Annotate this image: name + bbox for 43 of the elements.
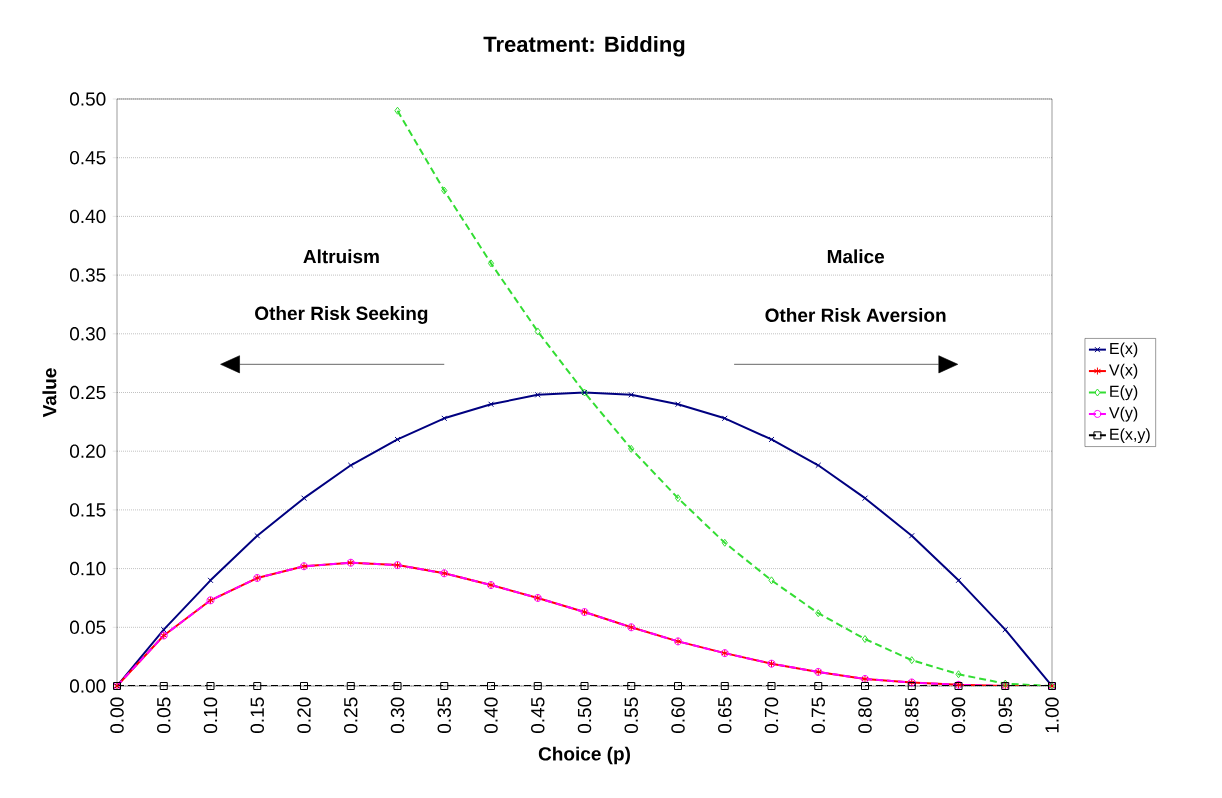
y-tick-label: 0.20 <box>69 444 106 458</box>
x-tick-label: 0.70 <box>764 697 779 734</box>
x-tick-label: 0.55 <box>624 697 638 734</box>
x-tick-label: 0.80 <box>858 697 872 734</box>
chart-title: Treatment: Bidding <box>483 35 685 57</box>
x-tick-label: 0.05 <box>157 697 171 734</box>
x-tick-label: 1.00 <box>1045 697 1059 733</box>
annotation: Altruism <box>303 249 379 264</box>
y-tick-label: 0.30 <box>69 327 106 341</box>
annotation: Other Risk Aversion <box>765 308 946 322</box>
y-tick-label: 0.00 <box>69 679 106 693</box>
y-tick-label: 0.35 <box>69 268 106 282</box>
x-tick-label: 0.65 <box>718 697 732 734</box>
legend-label: V(y) <box>1109 406 1138 422</box>
x-tick-label: 0.30 <box>390 697 405 734</box>
legend-label: V(x) <box>1109 363 1138 379</box>
y-tick-label: 0.10 <box>69 561 106 576</box>
x-tick-label: 0.20 <box>297 697 311 734</box>
legend-label: E(y) <box>1110 385 1138 401</box>
x-tick-label: 0.85 <box>905 697 919 734</box>
x-tick-label: 0.75 <box>811 697 825 734</box>
x-axis-title: Choice (p) <box>538 746 630 765</box>
x-tick-label: 0.10 <box>203 697 218 734</box>
legend-label: E(x,y) <box>1110 428 1150 444</box>
x-tick-label: 0.95 <box>998 697 1012 734</box>
annotation: Other Risk Seeking <box>255 306 428 324</box>
x-tick-label: 0.45 <box>531 697 545 734</box>
x-tick-label: 0.25 <box>344 697 358 734</box>
x-tick-label: 0.40 <box>484 697 498 734</box>
y-axis-title: Value <box>42 368 57 418</box>
y-tick-label: 0.45 <box>69 150 106 165</box>
x-tick-label: 0.90 <box>951 697 966 734</box>
x-tick-label: 0.35 <box>437 697 451 734</box>
annotation: Malice <box>827 249 885 264</box>
x-tick-label: 0.15 <box>250 697 264 734</box>
y-tick-label: 0.40 <box>69 209 106 224</box>
x-tick-label: 0.50 <box>577 697 592 734</box>
y-tick-label: 0.05 <box>69 620 106 635</box>
legend-label: E(x) <box>1110 342 1138 358</box>
y-tick-label: 0.25 <box>69 385 106 400</box>
y-tick-label: 0.15 <box>69 503 106 517</box>
x-tick-label: 0.60 <box>671 697 685 734</box>
y-tick-label: 0.50 <box>69 92 106 106</box>
